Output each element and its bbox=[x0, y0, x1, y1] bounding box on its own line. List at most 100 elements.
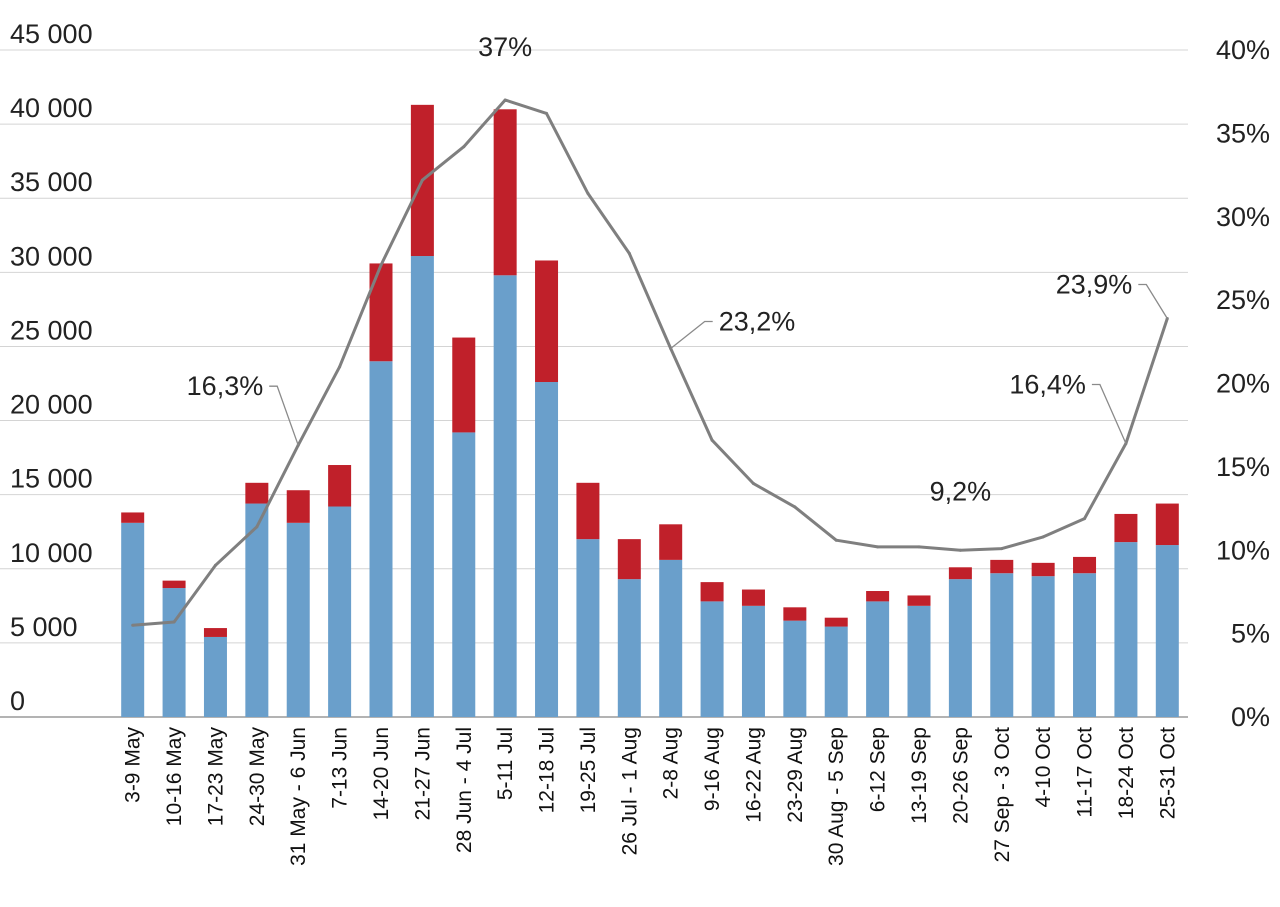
bar-segment-top bbox=[576, 482, 600, 540]
line-point bbox=[338, 365, 342, 369]
x-tick-label: 9-16 Aug bbox=[701, 727, 724, 811]
bar-segment-top bbox=[121, 512, 145, 523]
x-tick-label: 25-31 Oct bbox=[1156, 727, 1179, 819]
x-tick-label: 6-12 Sep bbox=[867, 727, 890, 812]
annotation-label: 37% bbox=[478, 32, 532, 62]
x-tick-label: 3-9 May bbox=[122, 727, 145, 803]
line-point bbox=[255, 525, 259, 529]
line-point bbox=[586, 191, 590, 195]
bar-segment-top bbox=[1073, 556, 1097, 574]
x-tick-label: 20-26 Sep bbox=[949, 727, 972, 824]
x-tick-label: 17-23 May bbox=[204, 727, 227, 827]
line-point bbox=[1000, 547, 1004, 551]
line-point bbox=[917, 545, 921, 549]
annotation-label: 9,2% bbox=[930, 476, 992, 506]
bar-segment-top bbox=[700, 582, 724, 602]
x-tick-label: 27 Sep - 3 Oct bbox=[991, 727, 1014, 863]
x-tick-label: 4-10 Oct bbox=[1032, 727, 1055, 808]
y-left-tick-label: 45 000 bbox=[10, 19, 93, 49]
bar-segment-base bbox=[907, 605, 931, 717]
line-point bbox=[420, 178, 424, 182]
bar-segment-base bbox=[1155, 545, 1179, 717]
bar-segment-base bbox=[369, 361, 393, 717]
bar-segment-base bbox=[1114, 542, 1138, 717]
y-left-tick-label: 30 000 bbox=[10, 241, 93, 271]
line-point bbox=[172, 620, 176, 624]
bar-segment-top bbox=[245, 482, 269, 504]
left-axis: 0 5 000 10 000 15 000 20 000 25 000 30 000 35 0… bbox=[10, 19, 93, 716]
bar-segment-top bbox=[1031, 562, 1055, 577]
annotation-leader bbox=[1091, 383, 1127, 444]
x-tick-label: 30 Aug - 5 Sep bbox=[825, 727, 848, 866]
bar-segment-top bbox=[948, 567, 972, 580]
bar-segment-base bbox=[741, 605, 765, 717]
x-tick-label: 18-24 Oct bbox=[1115, 727, 1138, 819]
bar-segment-base bbox=[121, 522, 145, 717]
bar-segment-base bbox=[866, 601, 890, 717]
line-point bbox=[876, 545, 880, 549]
bar-segment-base bbox=[162, 588, 186, 717]
line-point bbox=[1041, 535, 1045, 539]
line-point bbox=[751, 482, 755, 486]
annotation-leader bbox=[269, 385, 299, 446]
line-point bbox=[545, 111, 549, 115]
y-left-tick-label: 25 000 bbox=[10, 315, 93, 345]
y-right-tick-label: 40% bbox=[1216, 35, 1270, 65]
x-tick-label: 16-22 Aug bbox=[742, 727, 765, 823]
x-tick-label: 2-8 Aug bbox=[660, 727, 683, 799]
y-left-tick-label: 40 000 bbox=[10, 93, 93, 123]
bar-segment-base bbox=[1031, 576, 1055, 717]
bar-segment-top bbox=[286, 490, 310, 523]
line-point bbox=[462, 145, 466, 149]
bar-segment-base bbox=[245, 503, 269, 717]
x-tick-label: 14-20 Jun bbox=[370, 727, 393, 820]
bar-segment-top bbox=[866, 591, 890, 602]
annotation-leader bbox=[1138, 283, 1168, 319]
line-point bbox=[1083, 517, 1087, 521]
bar-segment-base bbox=[493, 275, 517, 717]
bar-segment-top bbox=[990, 559, 1014, 574]
bar-segment-top bbox=[493, 109, 517, 276]
bar-segment-base bbox=[203, 636, 227, 717]
bar-segment-top bbox=[203, 628, 227, 637]
x-tick-label: 10-16 May bbox=[163, 727, 186, 827]
line-point bbox=[213, 563, 217, 567]
x-tick-label: 28 Jun - 4 Jul bbox=[453, 727, 476, 853]
y-right-tick-label: 10% bbox=[1216, 535, 1270, 565]
x-tick-label: 23-29 Aug bbox=[784, 727, 807, 823]
bar-segment-top bbox=[1155, 503, 1179, 546]
y-right-tick-label: 5% bbox=[1231, 619, 1270, 649]
y-left-tick-label: 20 000 bbox=[10, 390, 93, 420]
y-right-tick-label: 30% bbox=[1216, 202, 1270, 232]
bars bbox=[121, 104, 1179, 717]
annotation-label: 16,3% bbox=[187, 371, 264, 401]
bar-segment-base bbox=[286, 522, 310, 717]
x-tick-label: 24-30 May bbox=[246, 727, 269, 827]
bar-segment-base bbox=[410, 256, 434, 717]
line-point bbox=[379, 263, 383, 267]
bar-segment-base bbox=[576, 539, 600, 717]
x-tick-label: 13-19 Sep bbox=[908, 727, 931, 824]
y-right-tick-label: 25% bbox=[1216, 285, 1270, 315]
annotation-label: 23,2% bbox=[719, 306, 796, 336]
x-tick-label: 12-18 Jul bbox=[536, 727, 559, 813]
x-tick-label: 7-13 Jun bbox=[329, 727, 352, 809]
y-right-tick-label: 0% bbox=[1231, 702, 1270, 732]
bar-segment-base bbox=[617, 579, 641, 717]
right-axis: 0% 5% 10% 15% 20% 25% 30% 35% 40% bbox=[1216, 35, 1270, 732]
bar-segment-top bbox=[1114, 513, 1138, 543]
y-right-tick-label: 20% bbox=[1216, 369, 1270, 399]
x-tick-label: 19-25 Jul bbox=[577, 727, 600, 813]
bar-segment-base bbox=[824, 626, 848, 717]
y-right-tick-label: 35% bbox=[1216, 118, 1270, 148]
bar-segment-top bbox=[659, 524, 683, 560]
bar-segment-base bbox=[990, 573, 1014, 717]
bar-segment-base bbox=[328, 506, 352, 717]
bar-segment-base bbox=[1073, 573, 1097, 717]
bar-segment-base bbox=[535, 382, 559, 717]
line-point bbox=[627, 251, 631, 255]
line-point bbox=[503, 98, 507, 102]
bar-segment-top bbox=[535, 260, 559, 383]
line-point bbox=[834, 538, 838, 542]
